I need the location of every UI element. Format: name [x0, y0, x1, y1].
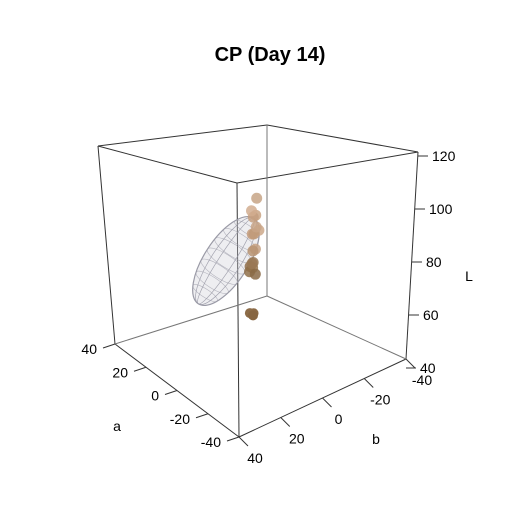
shadow-point	[248, 310, 258, 321]
ellipsoid-wire	[200, 258, 238, 285]
axis-a-tick-mark	[226, 436, 240, 442]
axis-b-tick-label: -20	[370, 392, 390, 408]
axis-a-tick-label: 0	[151, 388, 159, 404]
box-edge-bottom-back	[114, 295, 268, 345]
box-edge-top-back	[97, 124, 268, 147]
axis-L-tick-label: 40	[420, 360, 436, 376]
axis-a-label: a	[113, 418, 121, 434]
axis-a-tick-label: -40	[201, 434, 221, 450]
axis-a-tick-mark	[164, 390, 178, 395]
data-point	[247, 245, 259, 257]
ellipsoid-wire	[234, 219, 260, 238]
data-points	[244, 192, 265, 321]
axis-L-ticks: 40 60 80 100 120	[406, 148, 456, 376]
axis-b-tick-mark	[405, 358, 416, 369]
axis-L-tick-label: 100	[429, 201, 453, 217]
axis-b-tick-mark	[238, 436, 249, 447]
axis-b-tick-label: 0	[335, 411, 343, 427]
axis-b-label: b	[372, 431, 380, 447]
axis-b-tick-mark	[322, 397, 332, 408]
data-point	[250, 221, 262, 233]
axis-L-tick-label: 80	[426, 254, 442, 270]
axis-a-tick-mark	[102, 343, 116, 349]
data-point	[246, 258, 258, 270]
data-point	[246, 205, 257, 217]
box-edge-right-vertical	[405, 151, 419, 360]
axis-L-label: L	[465, 268, 473, 284]
axis-b-tick-label: 20	[289, 431, 305, 447]
data-point	[249, 268, 261, 280]
axis-L-tick-label: 60	[423, 307, 439, 323]
ellipsoid-wire	[195, 270, 229, 294]
axis-b-tick-mark	[280, 417, 291, 427]
box-edge-top-front	[236, 151, 419, 184]
box-edge-top-left	[97, 145, 238, 184]
axis-b-tick-label: -40	[412, 372, 432, 388]
axis-a-tick-mark	[133, 366, 147, 372]
axis-a-tick-label: 40	[81, 341, 97, 357]
data-point	[251, 192, 263, 204]
ellipsoid-wire	[192, 284, 218, 303]
chart-title: CP (Day 14)	[215, 44, 326, 66]
axis-a-ticks: -40 -20 0 20 40	[81, 341, 240, 450]
axis-b-tick-mark	[363, 378, 374, 388]
axis-b-tick-label: 40	[247, 450, 263, 466]
box-edge-bottom-right	[266, 295, 407, 360]
plot-box	[97, 124, 419, 438]
axis-b-ticks: 40 20 0 -20 -40	[238, 358, 432, 466]
box-edge-left-vertical	[97, 145, 116, 345]
axis-a-tick-label: 20	[112, 364, 128, 380]
axis-a-tick-mark	[195, 413, 209, 419]
axis-L-tick-label: 120	[432, 148, 456, 164]
box-edge-front-vertical	[236, 182, 240, 438]
axis-a-tick-label: -20	[170, 411, 190, 427]
box-edge-top-right	[266, 124, 419, 153]
